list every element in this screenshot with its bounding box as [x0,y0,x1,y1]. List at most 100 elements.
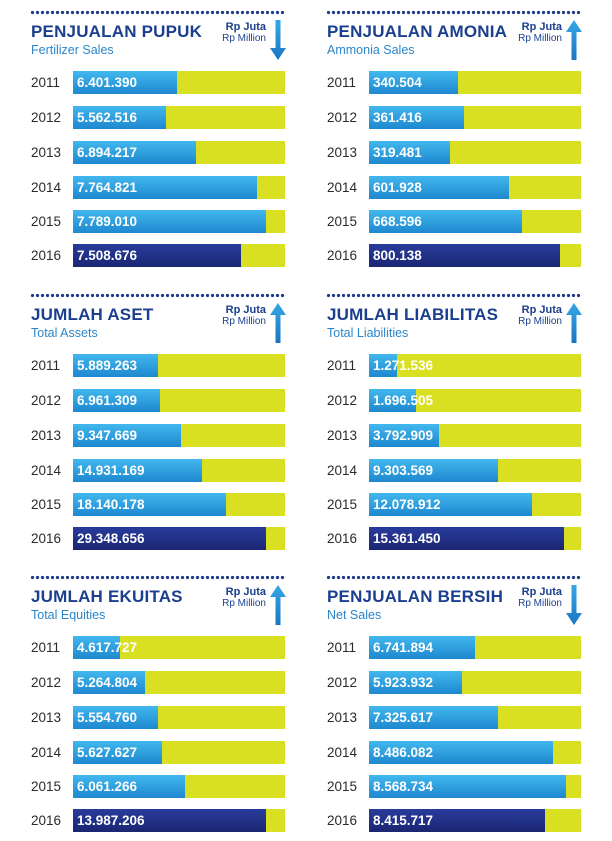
unit-en: Rp Million [518,316,562,327]
bar [73,244,241,267]
bar-track: 8.568.734 [369,775,581,798]
arrow-down-icon [566,585,582,625]
bar-track: 7.325.617 [369,706,581,729]
bar-track: 5.554.760 [73,706,285,729]
bar-row: 2014 5.627.627 [30,741,286,765]
bar-track: 319.481 [369,141,581,164]
bar [369,706,499,729]
unit-label: Rp Juta Rp Million [518,21,562,45]
value-label: 1.696.505 [373,393,434,408]
unit-en: Rp Million [222,33,266,44]
bar-row: 2013 5.554.760 [30,706,286,730]
bar [369,671,463,694]
bar [73,210,266,233]
bar [369,493,533,516]
year-label: 2012 [31,675,62,690]
unit-id: Rp Juta [521,21,562,33]
value-label: 4.617.727 [77,640,138,655]
bar-row: 2015 18.140.178 [30,493,286,517]
year-label: 2014 [31,745,62,760]
bar-track: 1.696.505 [369,389,581,412]
unit-label: Rp Juta Rp Million [518,586,562,610]
value-label: 6.961.309 [77,393,138,408]
unit-label: Rp Juta Rp Million [222,587,266,610]
bar-track: 5.562.516 [73,106,285,129]
value-label: 6.401.390 [77,75,138,90]
bar [369,176,509,199]
bar-track: 1.271.536 [369,354,581,377]
value-label: 7.764.821 [77,180,138,195]
bar [73,493,226,516]
bar [369,459,499,482]
year-label: 2014 [31,463,62,478]
value-label: 7.508.676 [77,248,138,263]
bar [73,809,266,832]
bar [73,389,160,412]
year-label: 2013 [327,710,358,725]
bar-row: 2013 9.347.669 [30,424,286,448]
year-label: 2014 [31,180,62,195]
chart-subtitle: Total Equities [31,608,106,622]
bar-row: 2011 6.401.390 [30,71,286,95]
value-label: 800.138 [373,248,422,263]
bar-row: 2015 12.078.912 [326,493,582,517]
fertilizer-sales-chart: PENJUALAN PUPUK Fertilizer Sales Rp Juta Rp… [30,10,286,267]
unit-id: Rp Juta [521,304,562,316]
bar-row: 2013 319.481 [326,141,582,165]
bar [369,424,439,447]
bar-row: 2013 6.894.217 [30,141,286,165]
unit-en: Rp Million [518,598,562,609]
year-label: 2013 [31,710,62,725]
year-label: 2012 [327,393,358,408]
arrow-down-icon [270,20,286,60]
bar-track: 5.264.804 [73,671,285,694]
bar-row: 2016 8.415.717 [326,809,582,833]
value-label: 5.554.760 [77,710,138,725]
total-equities-chart: JUMLAH EKUITAS Total Equities Rp Juta Rp Mi… [30,575,286,832]
dotted-divider [326,10,582,15]
bar-row: 2015 668.596 [326,210,582,234]
bar-track: 6.401.390 [73,71,285,94]
bar-track: 800.138 [369,244,581,267]
year-label: 2012 [31,110,62,125]
bar-track: 6.894.217 [73,141,285,164]
chart-title: PENJUALAN BERSIH [327,587,504,606]
chart-subtitle: Net Sales [327,608,382,622]
year-label: 2011 [327,640,357,655]
dotted-divider [326,575,582,580]
year-label: 2012 [31,393,62,408]
bar-track: 9.303.569 [369,459,581,482]
bar-row: 2016 13.987.206 [30,809,286,833]
value-label: 14.931.169 [77,463,145,478]
bar [369,141,450,164]
bar [73,459,203,482]
bar [369,106,465,129]
total-assets-chart: JUMLAH ASET Total Assets Rp Juta Rp Million… [30,293,286,550]
year-label: 2013 [327,428,358,443]
bar-row: 2011 340.504 [326,71,582,95]
year-label: 2011 [31,640,61,655]
bar-track: 7.764.821 [73,176,285,199]
unit-id: Rp Juta [521,586,562,598]
year-label: 2011 [31,75,61,90]
arrow-up-icon [270,303,286,343]
bar [369,741,554,764]
chart-title: JUMLAH EKUITAS [31,587,183,606]
bar [73,671,146,694]
bar-row: 2011 5.889.263 [30,354,286,378]
bar [369,527,564,550]
bar-track: 3.792.909 [369,424,581,447]
bar [369,244,560,267]
chart-title: PENJUALAN PUPUK [31,22,203,41]
value-label: 12.078.912 [373,497,441,512]
year-label: 2015 [327,214,358,229]
bar-track: 29.348.656 [73,527,285,550]
year-label: 2016 [31,531,62,546]
value-label: 29.348.656 [77,531,145,546]
chart-title: JUMLAH LIABILITAS [327,305,499,324]
bar-track: 15.361.450 [369,527,581,550]
bar [369,210,522,233]
value-label: 601.928 [373,180,422,195]
value-label: 3.792.909 [373,428,434,443]
bar [73,176,258,199]
